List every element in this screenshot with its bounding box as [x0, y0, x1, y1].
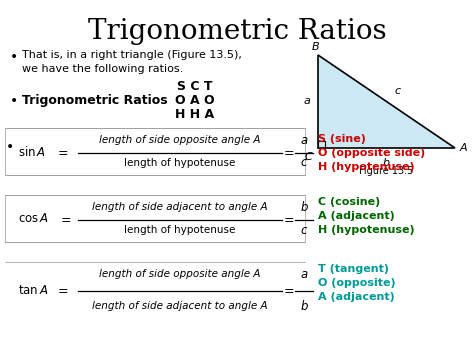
Text: Trigonometric Ratios: Trigonometric Ratios [22, 94, 168, 107]
Text: $=$: $=$ [55, 284, 69, 297]
Text: length of hypotenuse: length of hypotenuse [124, 225, 236, 235]
Text: $a$: $a$ [300, 267, 308, 280]
Polygon shape [318, 55, 455, 148]
Text: C: C [304, 152, 312, 162]
Bar [5, 195, 305, 242]
Text: H (hypotenuse): H (hypotenuse) [318, 225, 415, 235]
Text: $=$: $=$ [281, 145, 295, 158]
Text: $=$: $=$ [58, 212, 72, 225]
Text: $c$: $c$ [300, 224, 308, 237]
Bar [5, 128, 305, 175]
Text: $\tan A$: $\tan A$ [18, 284, 48, 297]
Text: $\sin A$: $\sin A$ [18, 145, 46, 159]
Text: A (adjacent): A (adjacent) [318, 211, 395, 221]
Text: a: a [303, 97, 310, 106]
Text: B: B [312, 42, 320, 52]
Text: •: • [10, 50, 18, 64]
Text: length of side adjacent to angle A: length of side adjacent to angle A [92, 202, 268, 212]
Text: length of side adjacent to angle A: length of side adjacent to angle A [92, 301, 268, 311]
Text: $=$: $=$ [281, 284, 295, 297]
Text: we have the following ratios.: we have the following ratios. [22, 64, 183, 74]
Text: S (sine): S (sine) [318, 134, 366, 144]
Text: $b$: $b$ [300, 200, 309, 214]
Text: $a$: $a$ [300, 133, 308, 146]
Text: $b$: $b$ [300, 299, 309, 313]
Text: b: b [383, 158, 390, 168]
Text: A: A [460, 143, 468, 153]
Text: •: • [6, 140, 14, 154]
Text: O (opposite): O (opposite) [318, 278, 396, 288]
Text: Trigonometric Ratios: Trigonometric Ratios [88, 18, 386, 45]
Text: C (cosine): C (cosine) [318, 197, 380, 207]
Text: O (opposite side): O (opposite side) [318, 148, 425, 158]
Text: c: c [394, 86, 401, 95]
Text: T (tangent): T (tangent) [318, 264, 389, 274]
Text: $=$: $=$ [55, 145, 69, 158]
Text: length of hypotenuse: length of hypotenuse [124, 158, 236, 168]
Text: H H A: H H A [175, 108, 215, 121]
Text: S C T: S C T [177, 80, 213, 93]
Text: •: • [10, 94, 18, 108]
Text: length of side opposite angle A: length of side opposite angle A [99, 269, 261, 279]
Text: H (hypotenuse): H (hypotenuse) [318, 162, 415, 172]
Text: $=$: $=$ [281, 212, 295, 225]
Text: A (adjacent): A (adjacent) [318, 292, 395, 302]
Text: $\cos A$: $\cos A$ [18, 212, 49, 225]
Text: O A O: O A O [175, 94, 215, 107]
Text: $c$: $c$ [300, 157, 308, 170]
Text: Figure 13.5: Figure 13.5 [359, 166, 414, 176]
Text: length of side opposite angle A: length of side opposite angle A [99, 135, 261, 145]
Text: That is, in a right triangle (Figure 13.5),: That is, in a right triangle (Figure 13.… [22, 50, 242, 60]
